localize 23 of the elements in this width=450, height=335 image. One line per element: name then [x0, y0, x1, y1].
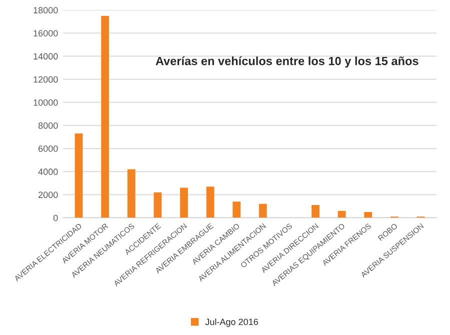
bar: [127, 169, 136, 218]
y-tick-label: 8000: [38, 122, 58, 129]
bar: [312, 205, 320, 218]
bar: [101, 16, 110, 218]
y-tick-label: 0: [53, 214, 58, 222]
bar: [258, 204, 267, 218]
y-tick-label: 4000: [38, 168, 58, 175]
bar: [180, 188, 188, 218]
text: Averías en vehículos entre los 10 y los 15 años: [156, 56, 418, 68]
y-tick-label: 18000: [34, 7, 58, 14]
y-tick-label: 6000: [38, 145, 58, 152]
bar: [74, 134, 83, 218]
y-tick-label: 10000: [34, 99, 58, 106]
bar: [364, 212, 372, 218]
legend-label: Jul-Ago 2016: [205, 318, 258, 327]
bar: [206, 186, 214, 218]
bar: [154, 192, 162, 218]
y-tick-label: 14000: [34, 53, 58, 60]
y-tick-label: 12000: [34, 76, 58, 83]
bar: [338, 210, 346, 218]
bar: [232, 202, 241, 218]
y-tick-label: 2000: [38, 192, 58, 198]
y-tick-label: 16000: [34, 30, 58, 36]
